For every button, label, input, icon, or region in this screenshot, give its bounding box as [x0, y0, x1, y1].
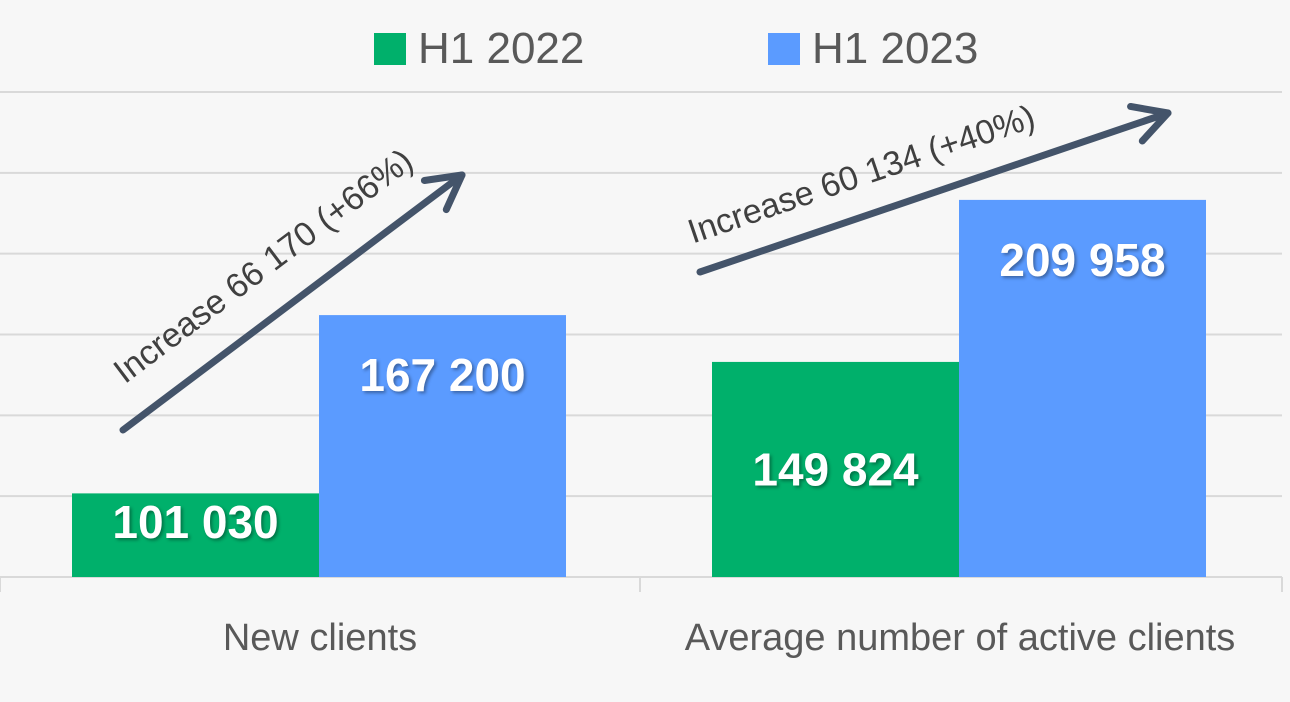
data-label: 209 958 — [999, 234, 1165, 286]
data-label: 167 200 — [359, 349, 525, 401]
legend-item-h1-2022: H1 2022 — [374, 24, 584, 74]
data-label: 149 824 — [752, 443, 919, 495]
bar — [712, 361, 959, 577]
arrow-head-icon — [1127, 102, 1172, 145]
bar — [72, 493, 319, 577]
legend-label: H1 2023 — [812, 24, 979, 73]
trend-arrow — [696, 109, 1172, 276]
bar — [319, 315, 566, 577]
legend-label: H1 2022 — [418, 24, 585, 73]
trend-arrow — [119, 171, 466, 434]
legend-item-h1-2023: H1 2023 — [768, 24, 978, 74]
bar — [959, 199, 1206, 578]
legend-swatch — [768, 33, 800, 65]
x-tick-label: New clients — [223, 617, 417, 659]
x-tick-label: Average number of active clients — [685, 617, 1236, 659]
arrow-head-icon — [420, 171, 466, 214]
legend-swatch — [374, 33, 406, 65]
data-label: 101 030 — [112, 496, 278, 548]
